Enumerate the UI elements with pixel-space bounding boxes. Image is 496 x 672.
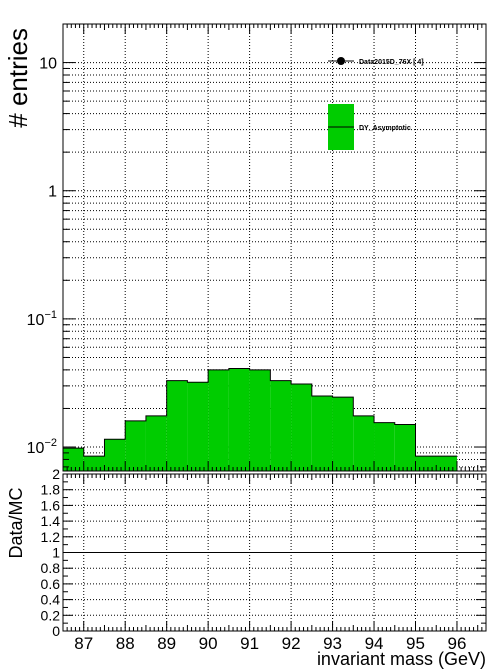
histogram-bar [208,369,229,471]
y-tick-label: 1 [48,184,57,201]
histogram-bar [374,422,395,471]
y-tick-label: 10−2 [27,437,57,457]
x-tick-label: 95 [406,634,425,653]
x-tick-label: 89 [157,634,176,653]
histogram-bar [332,397,354,471]
legend-label-data: Data2015D_76X [ 4] [359,59,424,66]
ratio-y-tick-label: 1.2 [41,529,61,545]
x-tick-labels: 87 88 89 90 91 92 93 94 95 96 [74,634,466,653]
ratio-y-tick-label: 1.6 [41,497,61,513]
histogram-bar [125,420,146,471]
ratio-y-tick-label: 0.8 [41,560,61,576]
ratio-y-tick-label: 1.4 [41,513,61,529]
y-tick-label: 10 [39,56,57,73]
x-tick-label: 93 [323,634,342,653]
histogram-bar [166,380,188,471]
histogram-bar [83,456,105,471]
histogram-bars [63,367,457,471]
x-tick-label: 96 [448,634,467,653]
ratio-y-tick-label: 0.2 [41,607,61,623]
ratio-y-axis-label: Data/MC [6,487,26,558]
histogram-bar [353,415,375,471]
histogram-bar [249,369,271,471]
histogram-bar [145,415,167,471]
y-tick-label: 10−1 [27,309,57,329]
ratio-y-tick-labels: 00.20.40.60.811.21.41.61.82 [41,466,61,639]
x-tick-label: 90 [199,634,218,653]
top-plot-frame [62,23,487,472]
histogram-bar [187,382,209,471]
ratio-y-tick-label: 0 [52,623,60,639]
histogram-bar [270,380,292,471]
histogram-bar [63,448,84,471]
histogram-bar [228,368,250,471]
ratio-y-tick-label: 0.6 [41,576,61,592]
bottom-axis-ticks [62,473,487,632]
histogram-bar [311,396,333,471]
histogram-bar [415,456,457,471]
legend-data-marker [337,57,345,65]
x-axis-label: invariant mass (GeV) [317,649,486,669]
x-tick-label: 87 [74,634,93,653]
x-tick-label: 91 [240,634,259,653]
histogram-bar [291,384,312,471]
ratio-y-tick-label: 1 [52,545,60,561]
histogram-bar [104,439,126,471]
ratio-y-tick-label: 0.4 [41,592,61,608]
x-tick-label: 94 [365,634,384,653]
legend: Data2015D_76X [ 4] DY_Asymptotic [328,57,424,150]
x-tick-label: 88 [116,634,135,653]
top-y-tick-labels: 10−2 10−1 1 10 [27,56,57,457]
legend-label-mc: DY_Asymptotic [359,125,411,132]
x-tick-label: 92 [282,634,301,653]
ratio-y-tick-label: 2 [52,466,60,482]
histogram-bar [394,424,416,471]
histogram-outline [63,367,457,457]
y-axis-label: # entries [3,28,33,128]
ratio-y-tick-label: 1.8 [41,482,61,498]
